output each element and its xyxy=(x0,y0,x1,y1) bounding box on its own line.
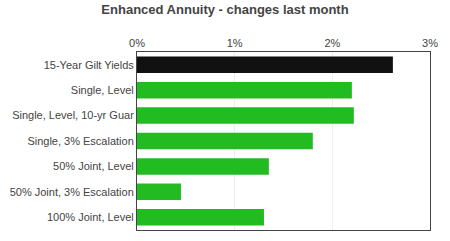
svg-text:3%: 3% xyxy=(422,37,438,49)
svg-text:100% Joint, Level: 100% Joint, Level xyxy=(47,211,134,223)
svg-text:15-Year Gilt Yields: 15-Year Gilt Yields xyxy=(44,59,135,71)
svg-text:Single, Level, 10-yr Guar: Single, Level, 10-yr Guar xyxy=(12,109,134,121)
svg-text:Single, Level: Single, Level xyxy=(71,84,134,96)
svg-text:Enhanced Annuity - changes las: Enhanced Annuity - changes last month xyxy=(101,2,348,17)
svg-text:0%: 0% xyxy=(129,37,145,49)
svg-text:50% Joint, 3% Escalation: 50% Joint, 3% Escalation xyxy=(10,186,134,198)
svg-text:50% Joint, Level: 50% Joint, Level xyxy=(53,160,134,172)
svg-text:Single, 3% Escalation: Single, 3% Escalation xyxy=(27,135,133,147)
svg-text:1%: 1% xyxy=(227,37,243,49)
svg-text:2%: 2% xyxy=(324,37,340,49)
